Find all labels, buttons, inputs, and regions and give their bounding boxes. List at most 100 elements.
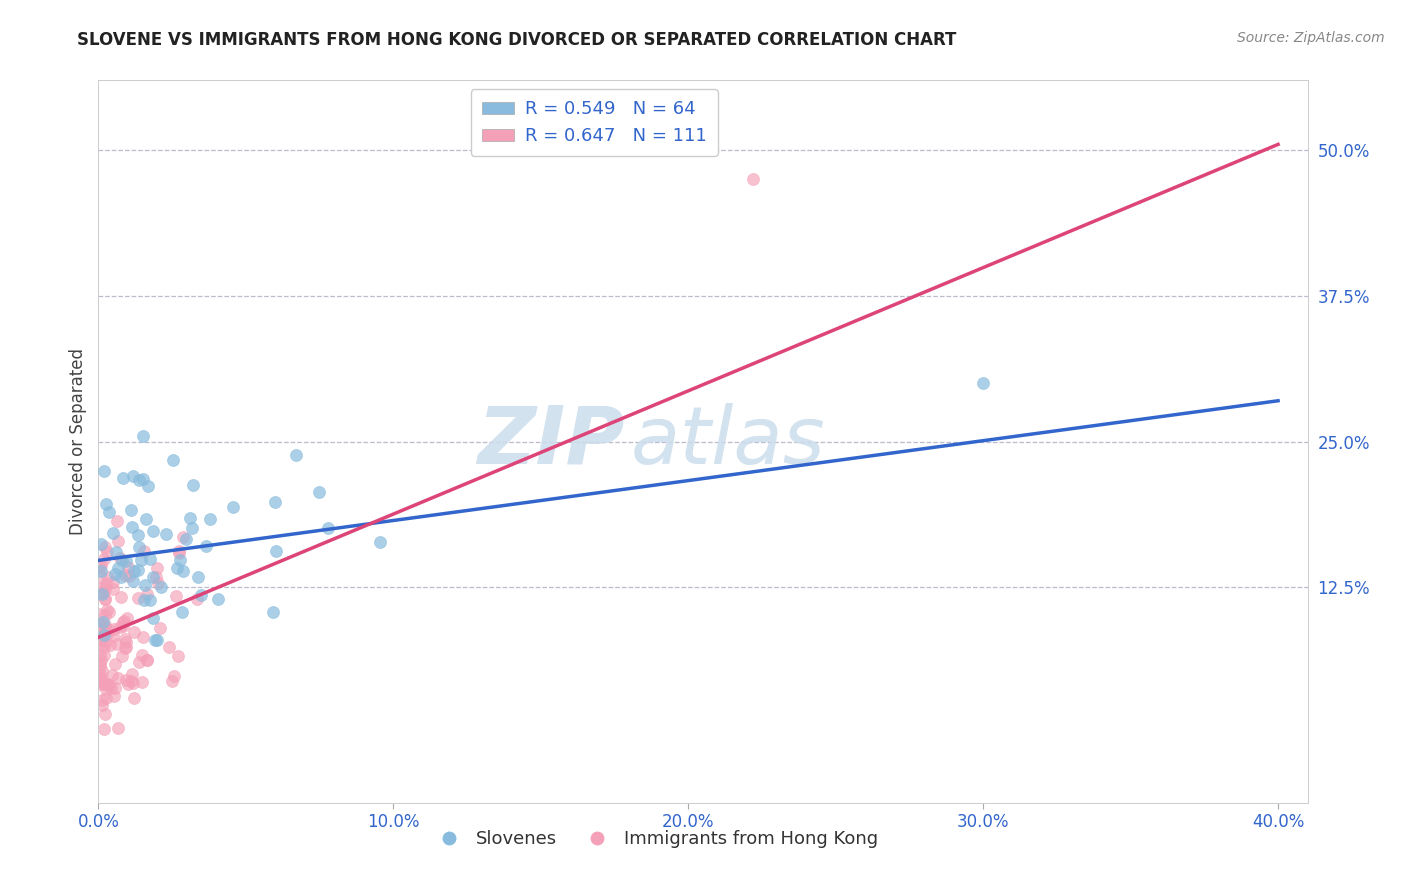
Point xyxy=(122,625,145,640)
Point xyxy=(114,632,136,646)
Point xyxy=(110,619,132,633)
Point xyxy=(94,691,117,706)
Point xyxy=(163,669,186,683)
Point xyxy=(100,681,122,695)
Point xyxy=(89,607,111,621)
Point xyxy=(172,565,194,579)
Point xyxy=(136,652,159,666)
Point xyxy=(115,553,138,567)
Point xyxy=(98,678,121,692)
Point xyxy=(190,588,212,602)
Legend: Slovenes, Immigrants from Hong Kong: Slovenes, Immigrants from Hong Kong xyxy=(423,822,886,855)
Point xyxy=(132,472,155,486)
Point xyxy=(111,553,134,567)
Text: ZIP: ZIP xyxy=(477,402,624,481)
Point xyxy=(127,563,149,577)
Point xyxy=(110,591,132,605)
Point xyxy=(89,648,111,662)
Point xyxy=(93,722,115,736)
Point xyxy=(160,674,183,689)
Point xyxy=(111,615,134,630)
Point xyxy=(107,534,129,549)
Point xyxy=(179,511,201,525)
Y-axis label: Divorced or Separated: Divorced or Separated xyxy=(69,348,87,535)
Point xyxy=(165,590,187,604)
Point xyxy=(146,632,169,647)
Point xyxy=(131,630,153,644)
Point xyxy=(98,638,121,652)
Point xyxy=(97,505,120,519)
Point xyxy=(93,615,115,629)
Point xyxy=(104,657,127,672)
Point xyxy=(181,478,204,492)
Point xyxy=(157,640,180,654)
Point xyxy=(146,561,169,575)
Point xyxy=(89,657,111,671)
Point xyxy=(111,648,134,663)
Point xyxy=(264,544,287,558)
Point xyxy=(93,552,115,566)
Text: SLOVENE VS IMMIGRANTS FROM HONG KONG DIVORCED OR SEPARATED CORRELATION CHART: SLOVENE VS IMMIGRANTS FROM HONG KONG DIV… xyxy=(77,31,956,49)
Point xyxy=(89,673,111,687)
Point xyxy=(142,524,165,539)
Point xyxy=(207,592,229,607)
Point xyxy=(94,576,117,591)
Point xyxy=(98,605,121,619)
Point xyxy=(195,540,218,554)
Point xyxy=(97,625,120,640)
Point xyxy=(167,544,190,558)
Point xyxy=(90,664,112,678)
Point xyxy=(94,681,117,696)
Point xyxy=(89,660,111,674)
Point xyxy=(112,619,135,633)
Point xyxy=(93,676,115,690)
Point xyxy=(101,582,124,597)
Point xyxy=(97,676,120,690)
Point xyxy=(174,532,197,546)
Point xyxy=(94,636,117,650)
Point xyxy=(91,693,114,707)
Point xyxy=(96,545,118,559)
Point xyxy=(167,648,190,663)
Point xyxy=(187,570,209,584)
Point xyxy=(136,587,159,601)
Point xyxy=(136,653,159,667)
Point xyxy=(121,667,143,681)
Point xyxy=(115,611,138,625)
Point xyxy=(90,558,112,572)
Point xyxy=(742,172,765,186)
Point xyxy=(89,636,111,650)
Point xyxy=(96,602,118,616)
Point xyxy=(101,668,124,682)
Point xyxy=(103,623,125,637)
Point xyxy=(87,671,110,685)
Point xyxy=(87,677,110,691)
Point xyxy=(114,635,136,649)
Point xyxy=(129,552,152,566)
Point xyxy=(149,621,172,635)
Point xyxy=(97,569,120,583)
Point xyxy=(167,546,190,560)
Point xyxy=(138,551,160,566)
Point xyxy=(316,521,339,535)
Point xyxy=(131,675,153,690)
Point xyxy=(121,574,143,588)
Point xyxy=(97,623,120,637)
Point xyxy=(131,648,153,663)
Point xyxy=(93,608,115,623)
Point xyxy=(89,668,111,682)
Point xyxy=(90,653,112,667)
Point xyxy=(105,637,128,651)
Point xyxy=(112,471,135,485)
Point xyxy=(94,620,117,634)
Point xyxy=(93,628,115,642)
Point xyxy=(145,569,167,583)
Point xyxy=(172,605,194,619)
Point xyxy=(107,671,129,685)
Point xyxy=(117,569,139,583)
Point xyxy=(94,592,117,607)
Point xyxy=(128,655,150,669)
Point xyxy=(972,376,994,391)
Point xyxy=(90,564,112,578)
Point xyxy=(101,629,124,643)
